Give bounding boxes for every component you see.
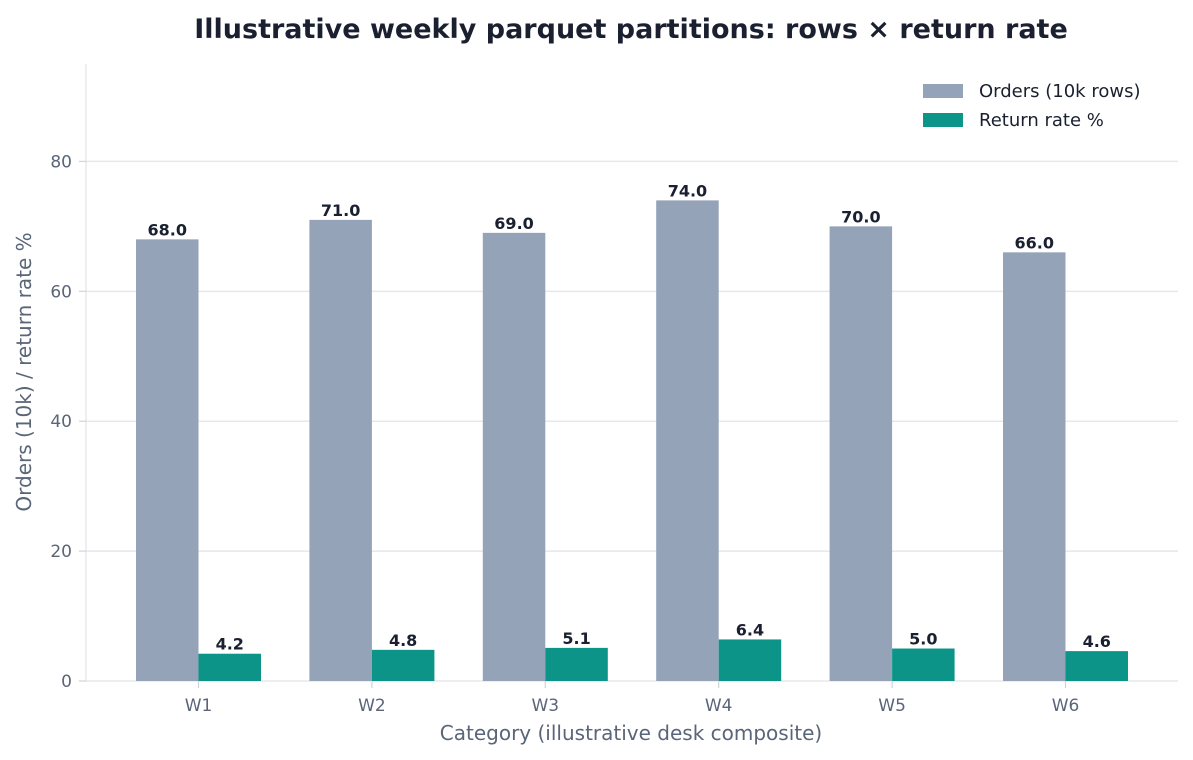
data-label: 71.0 [321, 201, 360, 220]
bar [198, 653, 261, 681]
bar [1065, 651, 1128, 681]
x-tick-label: W4 [705, 696, 733, 716]
x-tick-label: W2 [358, 696, 386, 716]
x-tick-label: W5 [878, 696, 906, 716]
bar [309, 219, 372, 681]
data-labels: 68.0 4.2 71.0 4.8 69.0 5.1 74.0 6.4 70.0 5.0 66.0 4… [148, 181, 1111, 653]
data-label: 5.0 [909, 630, 937, 649]
y-tick-label: 80 [50, 152, 72, 172]
data-label: 68.0 [148, 220, 187, 239]
bar [136, 239, 199, 681]
y-axis-label: Orders (10k) / return rate % [12, 232, 36, 511]
axes [85, 64, 1178, 682]
legend-swatch [923, 84, 963, 98]
x-tick-label: W6 [1052, 696, 1080, 716]
bar [482, 232, 546, 681]
y-tick-label: 20 [50, 542, 72, 562]
data-label: 4.6 [1083, 632, 1111, 651]
gridlines [86, 160, 1178, 552]
y-tick-label: 40 [50, 412, 72, 432]
bar [829, 226, 893, 682]
data-label: 4.2 [216, 635, 244, 654]
y-tick-label: 0 [61, 672, 72, 692]
legend-label: Return rate % [979, 110, 1104, 131]
x-axis-label: Category (illustrative desk composite) [440, 721, 822, 745]
data-label: 66.0 [1015, 233, 1054, 252]
legend-swatch [923, 113, 963, 127]
bar [656, 200, 719, 682]
legend: Orders (10k rows) Return rate % [923, 81, 1140, 131]
x-tick-label: W1 [185, 696, 213, 716]
bar [545, 647, 608, 681]
y-tick-label: 60 [50, 282, 72, 302]
bar [1003, 252, 1066, 682]
data-label: 4.8 [389, 631, 417, 650]
legend-label: Orders (10k rows) [979, 81, 1140, 102]
bar [371, 649, 435, 681]
chart-title: Illustrative weekly parquet partitions: … [194, 14, 1068, 45]
x-axis-ticks: W1 W2 W3 W4 W5 W6 [185, 681, 1080, 716]
bars [136, 200, 1128, 682]
data-label: 74.0 [668, 181, 707, 200]
data-label: 70.0 [841, 207, 880, 226]
data-label: 69.0 [494, 214, 533, 233]
x-tick-label: W3 [531, 696, 559, 716]
data-label: 5.1 [562, 629, 590, 648]
bar [718, 639, 782, 681]
bar [892, 648, 955, 681]
data-label: 6.4 [736, 620, 764, 639]
y-axis-ticks: 0 20 40 60 80 [50, 152, 86, 692]
